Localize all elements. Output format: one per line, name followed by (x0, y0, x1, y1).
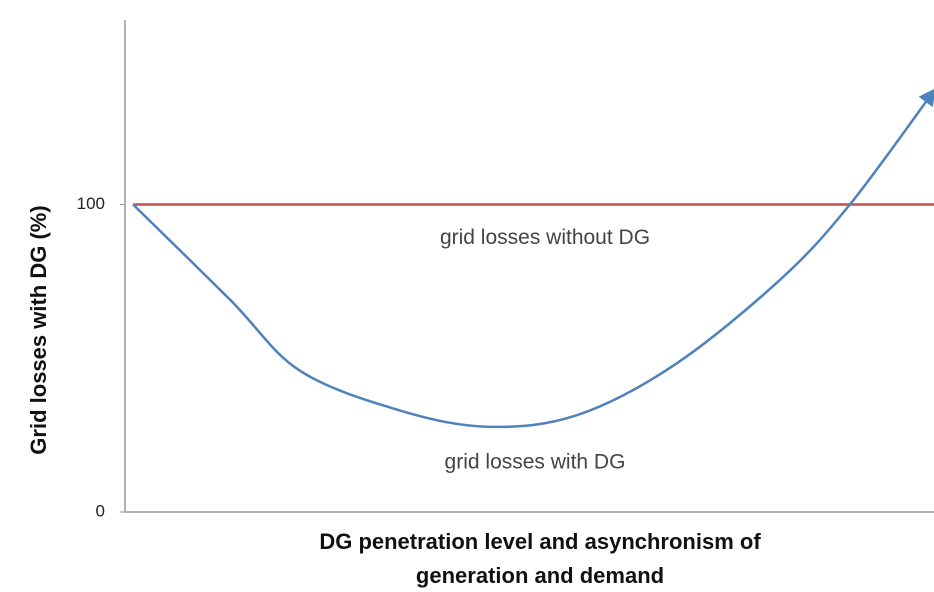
series-label: grid losses with DG (445, 450, 626, 473)
y-axis-label: Grid losses with DG (%) (26, 205, 51, 454)
x-axis-label: generation and demand (416, 563, 664, 588)
series-label: grid losses without DG (440, 226, 650, 249)
x-axis-label: DG penetration level and asynchronism of (319, 529, 761, 554)
y-tick-label: 0 (96, 501, 105, 520)
line-series (132, 87, 934, 429)
y-tick-label: 100 (77, 194, 105, 213)
